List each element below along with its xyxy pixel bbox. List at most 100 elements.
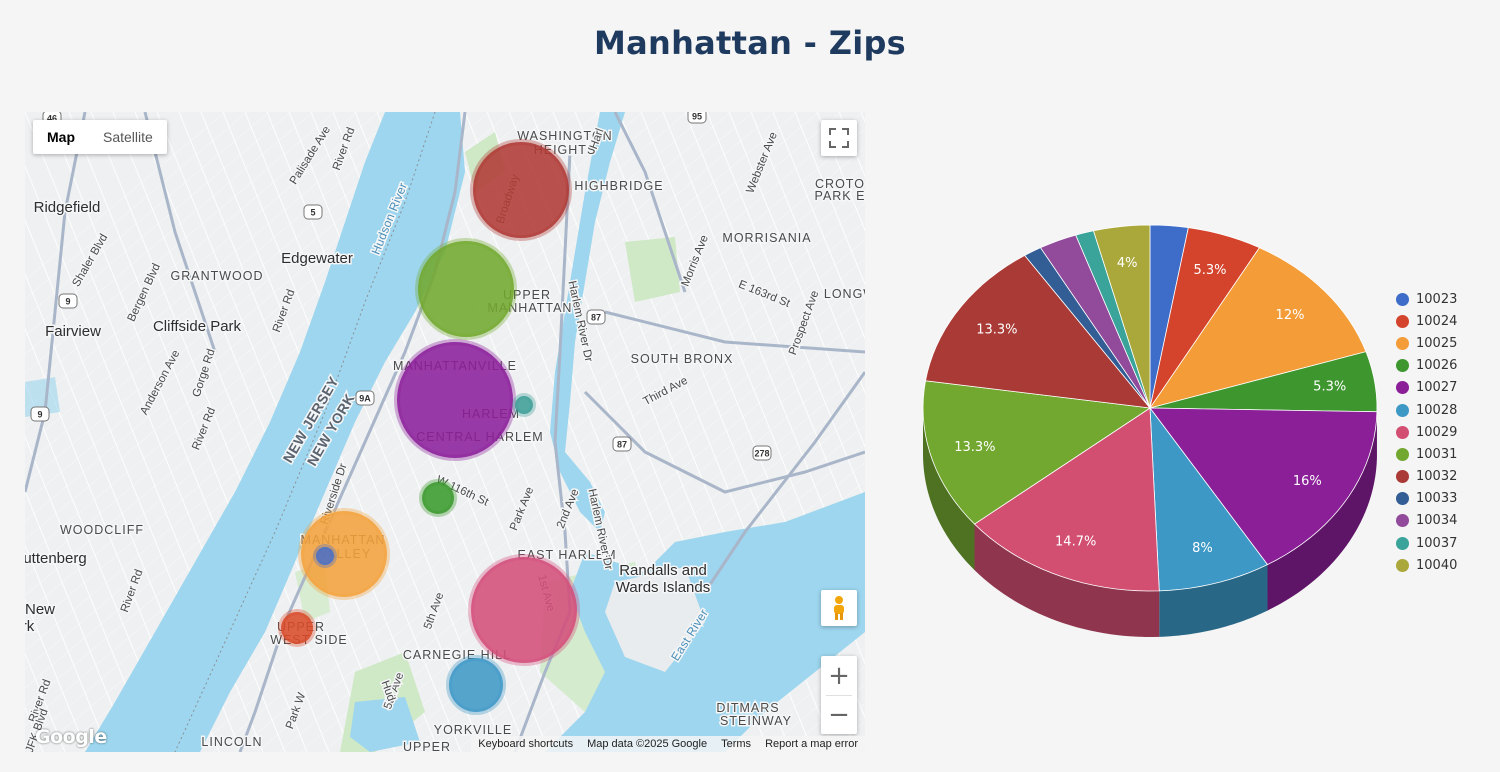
pie-slice-10027[interactable]	[1149, 407, 1378, 566]
map-label-area: LINCOLN	[201, 735, 262, 749]
legend-swatch	[1396, 292, 1409, 306]
google-logo[interactable]: Google	[35, 726, 107, 748]
legend-item-10027[interactable]: 10027	[1396, 377, 1457, 399]
legend-item-10040[interactable]: 10040	[1396, 554, 1457, 576]
legend-swatch	[1396, 381, 1409, 395]
map-label-city: Wards Islands	[616, 579, 710, 596]
map-label-city: Edgewater	[281, 250, 353, 267]
zoom-in-button[interactable]: +	[828, 660, 850, 691]
map-label-area: LONGW	[824, 287, 865, 301]
zip-bubble-10023[interactable]	[313, 544, 337, 568]
map-label-city: rk	[25, 618, 35, 635]
legend-label: 10040	[1416, 557, 1458, 573]
svg-text:9A: 9A	[359, 394, 371, 404]
svg-text:46: 46	[47, 114, 57, 124]
legend-item-10023[interactable]: 10023	[1396, 288, 1457, 310]
map-type-satellite-button[interactable]: Satellite	[103, 129, 153, 145]
svg-text:9: 9	[65, 297, 70, 307]
terms-link[interactable]: Terms	[721, 738, 752, 750]
zoom-out-button[interactable]: −	[828, 699, 850, 730]
pie-data-label: 5.3%	[1313, 380, 1346, 395]
legend-item-10033[interactable]: 10033	[1396, 488, 1457, 510]
legend-label: 10025	[1416, 335, 1458, 351]
legend-item-10037[interactable]: 10037	[1396, 532, 1457, 554]
pegman-icon	[834, 596, 844, 620]
svg-text:87: 87	[617, 440, 627, 450]
map-label-city: Fairview	[45, 323, 101, 340]
legend-label: 10024	[1416, 313, 1458, 329]
route-shield: 9	[58, 293, 78, 309]
pie-slice-10024[interactable]	[1149, 227, 1261, 409]
legend-swatch	[1396, 558, 1409, 572]
legend-item-10034[interactable]: 10034	[1396, 510, 1457, 532]
route-shield: 87	[586, 309, 606, 325]
legend-swatch	[1396, 314, 1409, 328]
legend-swatch	[1396, 403, 1409, 417]
legend-item-10024[interactable]: 10024	[1396, 310, 1457, 332]
legend-label: 10034	[1416, 513, 1458, 529]
legend-item-10029[interactable]: 10029	[1396, 421, 1457, 443]
pie-slice-10031[interactable]	[922, 380, 1152, 525]
street-view-pegman-button[interactable]	[821, 590, 857, 626]
pie-top	[922, 224, 1378, 592]
svg-text:95: 95	[692, 112, 702, 122]
zoom-divider	[826, 694, 852, 696]
pie-side-10028	[1159, 564, 1268, 637]
pie-slice-10028[interactable]	[1149, 406, 1269, 592]
zip-bubble-10037[interactable]	[512, 393, 536, 417]
legend-item-10032[interactable]: 10032	[1396, 466, 1457, 488]
legend-label: 10031	[1416, 446, 1458, 462]
map-type-map-button[interactable]: Map	[47, 129, 75, 145]
map-attribution: Keyboard shortcuts Map data ©2025 Google…	[471, 736, 865, 752]
zip-bubble-10027[interactable]	[394, 339, 516, 461]
legend-label: 10029	[1416, 424, 1458, 440]
zip-bubble-10024[interactable]	[278, 609, 316, 647]
pie-slice-10026[interactable]	[1149, 351, 1378, 413]
chart-legend: 10023 10024 10025 10026 10027 10028 10029 10031…	[1396, 288, 1457, 576]
svg-text:5: 5	[310, 208, 315, 218]
legend-item-10025[interactable]: 10025	[1396, 332, 1457, 354]
map-label-city: Cliffside Park	[153, 318, 242, 335]
legend-label: 10033	[1416, 491, 1458, 507]
route-shield: 9A	[355, 390, 375, 406]
keyboard-shortcuts-link[interactable]: Keyboard shortcuts	[478, 738, 574, 750]
zip-bubble-10026[interactable]	[419, 479, 457, 517]
pie-slice-10040[interactable]	[1092, 224, 1151, 409]
zip-bubble-10029[interactable]	[468, 554, 580, 666]
route-shield: 9	[30, 406, 50, 422]
map[interactable]: WASHINGTON HEIGHTS HIGHBRIDGE CROTO PARK E MO…	[25, 112, 865, 752]
pie-slice-10025[interactable]	[1149, 247, 1367, 409]
pie-data-label: 13.3%	[954, 440, 995, 455]
map-label-area: STEINWAY	[720, 714, 792, 728]
map-label-city: Randalls and	[619, 562, 707, 579]
pie-data-label: 14.7%	[1055, 535, 1096, 550]
legend-item-10026[interactable]: 10026	[1396, 355, 1457, 377]
zip-bubble-10032[interactable]	[470, 139, 572, 241]
legend-item-10031[interactable]: 10031	[1396, 443, 1457, 465]
map-label-area: PARK E	[815, 189, 865, 203]
pie-chart: 5.3% 12% 5.3% 16% 8% 14.7% 13.3% 13.3% 4%	[922, 224, 1378, 637]
map-label-area: WASHINGTON	[517, 129, 612, 143]
map-label-area: UPPER	[503, 288, 551, 302]
route-shield: 278	[752, 445, 772, 461]
map-label-area: SOUTH BRONX	[631, 352, 734, 366]
map-label-area: UPPER	[403, 740, 451, 752]
map-label-area: DITMARS	[716, 701, 779, 715]
fullscreen-button[interactable]	[821, 120, 857, 156]
legend-item-10028[interactable]: 10028	[1396, 399, 1457, 421]
route-shield: 87	[612, 436, 632, 452]
map-type-control: Map Satellite	[33, 120, 167, 154]
legend-label: 10037	[1416, 535, 1458, 551]
legend-swatch	[1396, 536, 1409, 550]
pie-slice-10029[interactable]	[973, 407, 1160, 592]
zip-bubble-10028[interactable]	[446, 655, 506, 715]
map-label-city: uttenberg	[25, 550, 87, 567]
pie-data-label: 13.3%	[976, 322, 1017, 337]
zip-bubble-10025[interactable]	[298, 508, 390, 600]
zip-bubble-10031[interactable]	[415, 238, 517, 340]
pie-data-label: 5.3%	[1193, 263, 1226, 278]
pie-slice-10032[interactable]	[925, 254, 1151, 409]
report-map-error-link[interactable]: Report a map error	[765, 738, 858, 750]
